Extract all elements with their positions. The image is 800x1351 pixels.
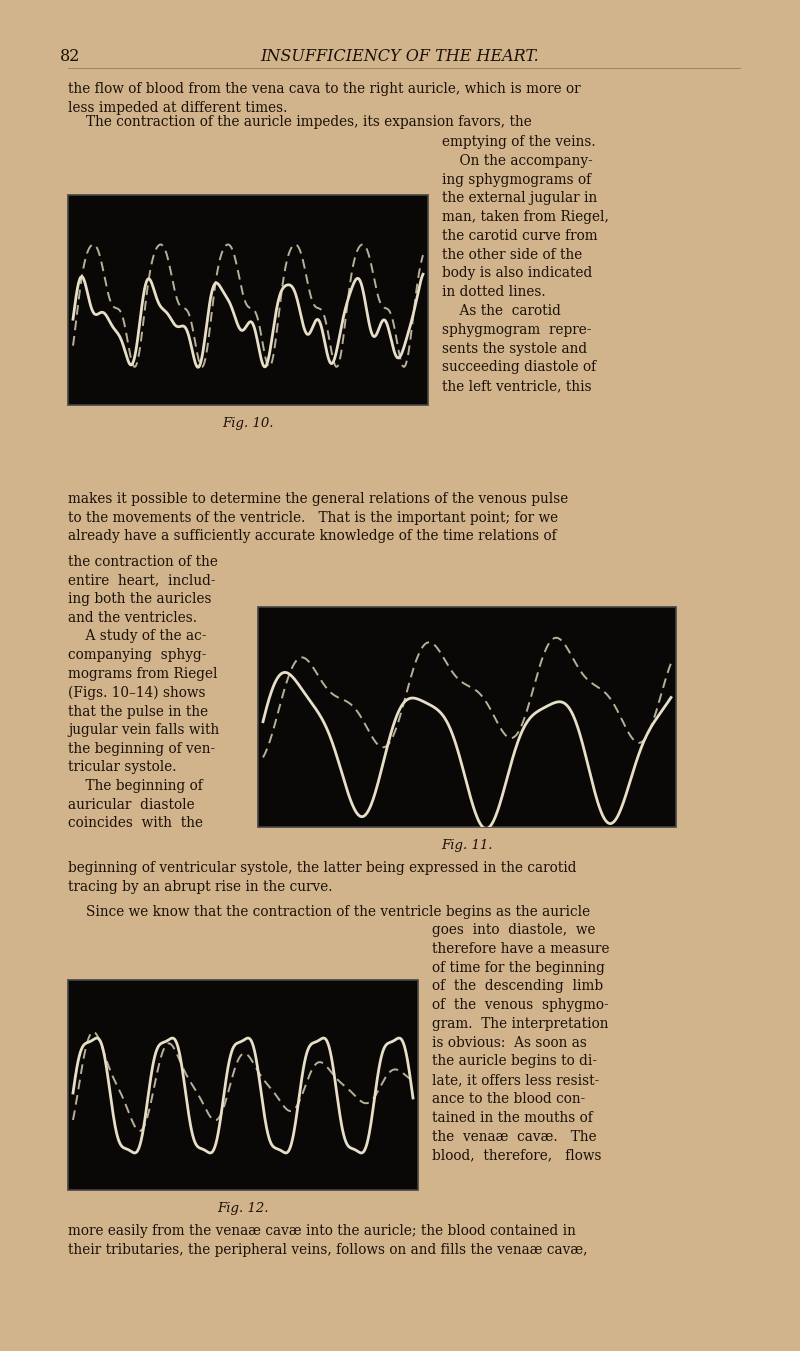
Text: 82: 82 xyxy=(60,49,80,65)
Text: the contraction of the
entire  heart,  includ-
ing both the auricles
and the ven: the contraction of the entire heart, inc… xyxy=(68,555,219,831)
Text: the flow of blood from the vena cava to the right auricle, which is more or
less: the flow of blood from the vena cava to … xyxy=(68,82,581,115)
Text: more easily from the venaæ cavæ into the auricle; the blood contained in
their t: more easily from the venaæ cavæ into the… xyxy=(68,1224,587,1256)
Text: Since we know that the contraction of the ventricle begins as the auricle: Since we know that the contraction of th… xyxy=(86,905,590,919)
Text: Fig. 12.: Fig. 12. xyxy=(218,1202,269,1215)
Text: Fig. 11.: Fig. 11. xyxy=(442,839,493,852)
Bar xyxy=(258,607,676,827)
Text: INSUFFICIENCY OF THE HEART.: INSUFFICIENCY OF THE HEART. xyxy=(261,49,539,65)
Bar xyxy=(68,979,418,1190)
Text: emptying of the veins.
    On the accompany-
ing sphygmograms of
the external ju: emptying of the veins. On the accompany-… xyxy=(442,135,609,393)
Text: Fig. 10.: Fig. 10. xyxy=(222,417,274,430)
Text: goes  into  diastole,  we
therefore have a measure
of time for the beginning
of : goes into diastole, we therefore have a … xyxy=(432,923,610,1162)
Text: beginning of ventricular systole, the latter being expressed in the carotid
trac: beginning of ventricular systole, the la… xyxy=(68,861,577,893)
Text: The contraction of the auricle impedes, its expansion favors, the: The contraction of the auricle impedes, … xyxy=(86,115,532,128)
Text: makes it possible to determine the general relations of the venous pulse
to the : makes it possible to determine the gener… xyxy=(68,492,568,543)
Bar xyxy=(68,195,428,405)
